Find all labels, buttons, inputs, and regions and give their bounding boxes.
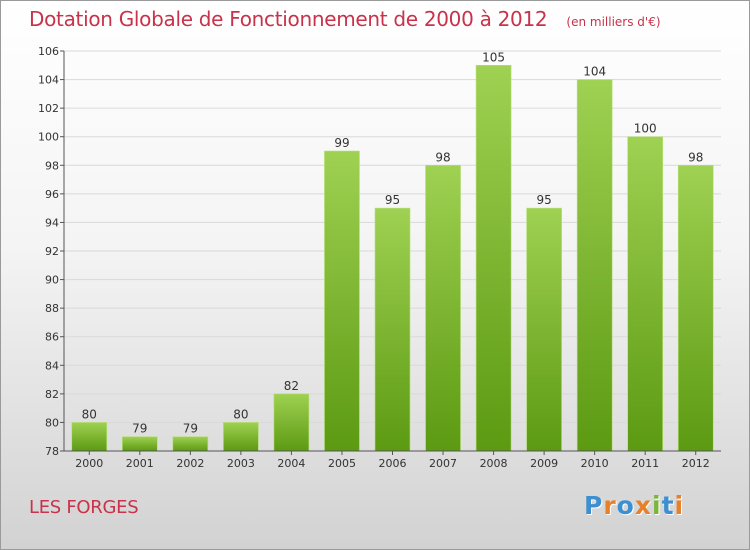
labels: 78 80 82 84 86 88 90 92 94 96 98 100 102 104 106 80 2000… bbox=[38, 45, 710, 470]
bar-2007 bbox=[425, 164, 461, 452]
bar-2011 bbox=[627, 136, 663, 452]
bar-value-label: 95 bbox=[536, 193, 551, 207]
x-tick-label: 2012 bbox=[682, 457, 710, 470]
bar-2003 bbox=[223, 422, 259, 452]
chart-title: Dotation Globale de Fonctionnement de 20… bbox=[29, 7, 548, 31]
y-tick-label: 90 bbox=[45, 274, 59, 287]
bar-value-label: 80 bbox=[233, 407, 248, 421]
bar-value-label: 105 bbox=[482, 50, 505, 64]
y-tick-label: 84 bbox=[45, 359, 59, 372]
bar-2012 bbox=[677, 164, 714, 452]
axes bbox=[60, 50, 721, 455]
x-tick-label: 2001 bbox=[126, 457, 154, 470]
commune-name: LES FORGES bbox=[29, 497, 139, 518]
y-tick-label: 106 bbox=[38, 45, 59, 58]
x-tick-label: 2006 bbox=[379, 457, 407, 470]
x-tick-label: 2010 bbox=[581, 457, 609, 470]
x-tick-label: 2004 bbox=[277, 457, 305, 470]
y-tick-label: 86 bbox=[45, 331, 59, 344]
y-tick-label: 98 bbox=[45, 159, 59, 172]
y-tick-label: 94 bbox=[45, 216, 59, 229]
bar-value-label: 80 bbox=[82, 407, 97, 421]
bar-value-label: 98 bbox=[688, 150, 703, 164]
y-tick-label: 78 bbox=[45, 445, 59, 458]
x-tick-label: 2007 bbox=[429, 457, 457, 470]
x-tick-label: 2000 bbox=[75, 457, 103, 470]
chart-unit: (en milliers d'€) bbox=[566, 15, 661, 29]
bar-2001 bbox=[122, 436, 158, 452]
bar-2002 bbox=[172, 436, 209, 452]
y-tick-label: 92 bbox=[45, 245, 59, 258]
bar-value-label: 104 bbox=[583, 65, 606, 79]
proxiti-logo: Proxiti bbox=[584, 491, 685, 520]
bar-value-label: 82 bbox=[284, 379, 299, 393]
bar-2008 bbox=[475, 64, 512, 452]
bar-2005 bbox=[324, 150, 360, 452]
bar-2004 bbox=[273, 393, 310, 452]
x-tick-label: 2011 bbox=[631, 457, 659, 470]
x-tick-label: 2008 bbox=[480, 457, 508, 470]
bar-value-label: 79 bbox=[132, 422, 147, 436]
x-tick-label: 2005 bbox=[328, 457, 356, 470]
bar-2000 bbox=[71, 422, 108, 452]
bar-value-label: 98 bbox=[435, 150, 450, 164]
x-tick-label: 2002 bbox=[176, 457, 204, 470]
y-tick-label: 104 bbox=[38, 74, 59, 87]
bar-2009 bbox=[526, 207, 562, 452]
y-tick-label: 96 bbox=[45, 188, 59, 201]
bars bbox=[71, 64, 714, 452]
bar-value-label: 99 bbox=[334, 136, 349, 150]
y-tick-label: 82 bbox=[45, 388, 59, 401]
x-tick-label: 2009 bbox=[530, 457, 558, 470]
bar-2010 bbox=[576, 79, 613, 452]
y-tick-label: 80 bbox=[45, 416, 59, 429]
x-tick-label: 2003 bbox=[227, 457, 255, 470]
y-tick-label: 88 bbox=[45, 302, 59, 315]
bar-value-label: 95 bbox=[385, 193, 400, 207]
bar-value-label: 100 bbox=[634, 122, 657, 136]
bar-2006 bbox=[374, 207, 411, 452]
chart-header: Dotation Globale de Fonctionnement de 20… bbox=[29, 7, 661, 31]
y-tick-label: 102 bbox=[38, 102, 59, 115]
bar-value-label: 79 bbox=[183, 422, 198, 436]
y-tick-label: 100 bbox=[38, 131, 59, 144]
